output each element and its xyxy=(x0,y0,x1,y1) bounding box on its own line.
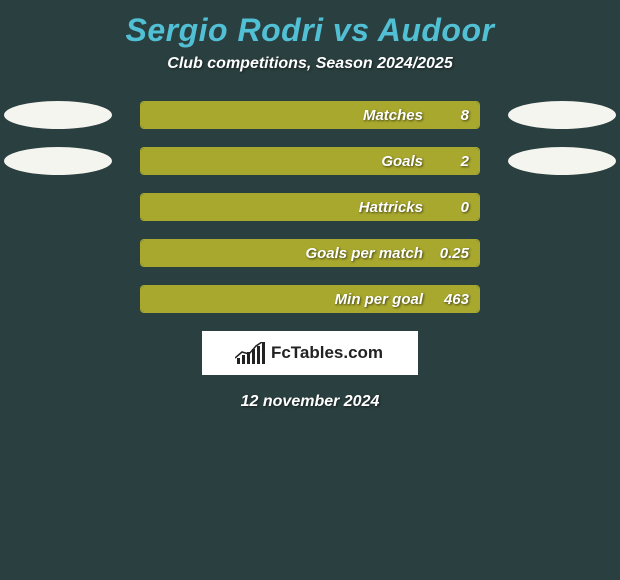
page-title: Sergio Rodri vs Audoor xyxy=(0,0,620,55)
stat-value: 8 xyxy=(461,107,469,124)
stat-row: Min per goal 463 xyxy=(0,285,620,313)
stat-value: 0 xyxy=(461,199,469,216)
stat-label: Matches xyxy=(141,107,429,124)
stat-bar: Matches 8 xyxy=(140,101,480,129)
stat-label: Hattricks xyxy=(141,199,429,216)
stat-value: 2 xyxy=(461,153,469,170)
stat-label: Min per goal xyxy=(141,291,429,308)
stat-bar: Goals per match 0.25 xyxy=(140,239,480,267)
stat-row: Goals per match 0.25 xyxy=(0,239,620,267)
player-ellipse-left xyxy=(4,101,112,129)
stat-value: 463 xyxy=(444,291,469,308)
page-subtitle: Club competitions, Season 2024/2025 xyxy=(0,55,620,101)
ellipse-spacer xyxy=(508,239,616,267)
player-ellipse-left xyxy=(4,147,112,175)
ellipse-spacer xyxy=(4,193,112,221)
ellipse-spacer xyxy=(4,239,112,267)
ellipse-spacer xyxy=(4,285,112,313)
ellipse-spacer xyxy=(508,285,616,313)
stat-row: Hattricks 0 xyxy=(0,193,620,221)
stat-bar: Goals 2 xyxy=(140,147,480,175)
logo-trend-line xyxy=(235,342,263,360)
stat-bar: Min per goal 463 xyxy=(140,285,480,313)
stat-value: 0.25 xyxy=(440,245,469,262)
date-label: 12 november 2024 xyxy=(0,393,620,411)
stat-label: Goals xyxy=(141,153,429,170)
player-ellipse-right xyxy=(508,147,616,175)
stat-row: Goals 2 xyxy=(0,147,620,175)
comparison-infographic: Sergio Rodri vs Audoor Club competitions… xyxy=(0,0,620,580)
stat-rows: Matches 8 Goals 2 Hattricks 0 Goals per match 0… xyxy=(0,101,620,313)
logo-chart-icon xyxy=(237,342,265,364)
fctables-logo: FcTables.com xyxy=(202,331,418,375)
stat-bar: Hattricks 0 xyxy=(140,193,480,221)
ellipse-spacer xyxy=(508,193,616,221)
stat-label: Goals per match xyxy=(141,245,429,262)
logo-text: FcTables.com xyxy=(271,343,383,363)
stat-row: Matches 8 xyxy=(0,101,620,129)
player-ellipse-right xyxy=(508,101,616,129)
